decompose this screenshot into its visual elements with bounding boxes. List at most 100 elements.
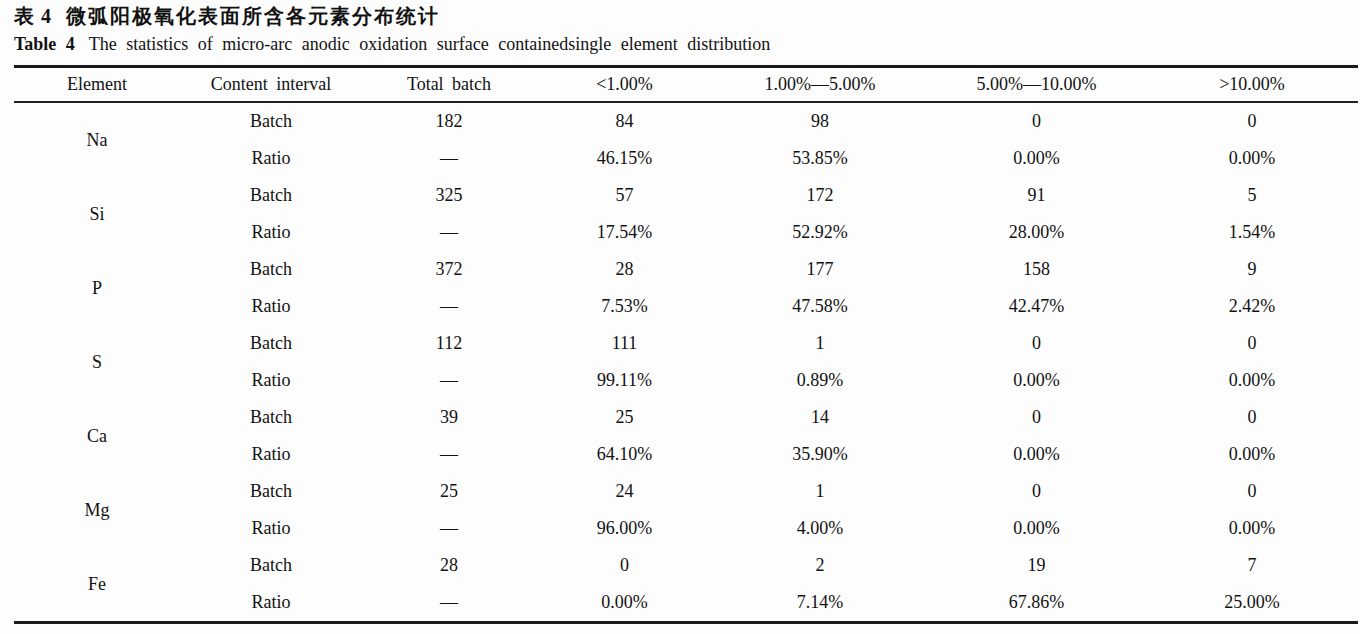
table-caption-zh-label: 表 4 (14, 5, 52, 27)
value-cell: 7.53% (536, 288, 713, 325)
value-cell: — (362, 140, 536, 177)
column-header-gt-10pct: >10.00% (1146, 67, 1358, 103)
value-cell: 2.42% (1146, 288, 1358, 325)
column-header-element: Element (14, 67, 180, 103)
value-cell: 0 (1146, 399, 1358, 436)
value-cell: 46.15% (536, 140, 713, 177)
value-cell: 1.54% (1146, 214, 1358, 251)
row-type-label: Batch (180, 325, 362, 362)
value-cell: 57 (536, 177, 713, 214)
header-row: Element Content interval Total batch <1.… (14, 67, 1358, 103)
value-cell: 98 (713, 102, 927, 140)
value-cell: 177 (713, 251, 927, 288)
value-cell: 2 (713, 547, 927, 584)
value-cell: 158 (927, 251, 1146, 288)
value-cell: 52.92% (713, 214, 927, 251)
table-row: MgBatch2524100 (14, 473, 1358, 510)
table-row: SBatch112111100 (14, 325, 1358, 362)
value-cell: 25.00% (1146, 584, 1358, 623)
value-cell: 0 (927, 325, 1146, 362)
column-header-1-5pct: 1.00%—5.00% (713, 67, 927, 103)
table-row: Ratio—46.15%53.85%0.00%0.00% (14, 140, 1358, 177)
row-type-label: Batch (180, 177, 362, 214)
row-type-label: Ratio (180, 140, 362, 177)
value-cell: 0.00% (1146, 140, 1358, 177)
value-cell: 172 (713, 177, 927, 214)
value-cell: 96.00% (536, 510, 713, 547)
value-cell: 5 (1146, 177, 1358, 214)
table-row: FeBatch2802197 (14, 547, 1358, 584)
value-cell: 0.00% (1146, 436, 1358, 473)
value-cell: 28.00% (927, 214, 1146, 251)
table-row: Ratio—64.10%35.90%0.00%0.00% (14, 436, 1358, 473)
element-cell: Na (14, 102, 180, 177)
value-cell: 0.00% (1146, 510, 1358, 547)
value-cell: 0.00% (536, 584, 713, 623)
value-cell: 0 (1146, 102, 1358, 140)
paper-table-page: 表 4微弧阳极氧化表面所含各元素分布统计 Table 4The statisti… (0, 0, 1360, 624)
row-type-label: Batch (180, 102, 362, 140)
table-row: SiBatch32557172915 (14, 177, 1358, 214)
row-type-label: Ratio (180, 214, 362, 251)
row-type-label: Batch (180, 251, 362, 288)
element-cell: P (14, 251, 180, 325)
value-cell: 0.00% (1146, 362, 1358, 399)
value-cell: 372 (362, 251, 536, 288)
value-cell: 0 (927, 473, 1146, 510)
value-cell: 7 (1146, 547, 1358, 584)
value-cell: 84 (536, 102, 713, 140)
column-header-total-batch: Total batch (362, 67, 536, 103)
table-row: Ratio—0.00%7.14%67.86%25.00% (14, 584, 1358, 623)
value-cell: 0.00% (927, 510, 1146, 547)
value-cell: — (362, 362, 536, 399)
row-type-label: Ratio (180, 362, 362, 399)
table-row: Ratio—17.54%52.92%28.00%1.54% (14, 214, 1358, 251)
row-type-label: Batch (180, 473, 362, 510)
value-cell: 0.00% (927, 436, 1146, 473)
value-cell: — (362, 584, 536, 623)
row-type-label: Ratio (180, 510, 362, 547)
value-cell: 99.11% (536, 362, 713, 399)
value-cell: 53.85% (713, 140, 927, 177)
value-cell: 64.10% (536, 436, 713, 473)
value-cell: 0.89% (713, 362, 927, 399)
element-cell: Mg (14, 473, 180, 547)
table-header: Element Content interval Total batch <1.… (14, 67, 1358, 103)
row-type-label: Ratio (180, 584, 362, 623)
value-cell: 111 (536, 325, 713, 362)
value-cell: 25 (536, 399, 713, 436)
value-cell: 0 (927, 399, 1146, 436)
value-cell: 67.86% (927, 584, 1146, 623)
value-cell: 17.54% (536, 214, 713, 251)
column-header-5-10pct: 5.00%—10.00% (927, 67, 1146, 103)
row-type-label: Batch (180, 399, 362, 436)
row-type-label: Ratio (180, 436, 362, 473)
value-cell: 0 (927, 102, 1146, 140)
value-cell: 91 (927, 177, 1146, 214)
value-cell: 0 (1146, 325, 1358, 362)
table-row: PBatch372281771589 (14, 251, 1358, 288)
value-cell: 112 (362, 325, 536, 362)
value-cell: 35.90% (713, 436, 927, 473)
value-cell: — (362, 510, 536, 547)
value-cell: 325 (362, 177, 536, 214)
row-type-label: Ratio (180, 288, 362, 325)
value-cell: 14 (713, 399, 927, 436)
value-cell: — (362, 214, 536, 251)
element-cell: Fe (14, 547, 180, 623)
element-cell: Si (14, 177, 180, 251)
column-header-lt-1pct: <1.00% (536, 67, 713, 103)
table-row: CaBatch39251400 (14, 399, 1358, 436)
value-cell: 19 (927, 547, 1146, 584)
table-body: NaBatch182849800Ratio—46.15%53.85%0.00%0… (14, 102, 1358, 623)
value-cell: 0.00% (927, 140, 1146, 177)
value-cell: 0 (1146, 473, 1358, 510)
table-row: NaBatch182849800 (14, 102, 1358, 140)
value-cell: 28 (536, 251, 713, 288)
value-cell: 24 (536, 473, 713, 510)
value-cell: 4.00% (713, 510, 927, 547)
value-cell: 1 (713, 473, 927, 510)
value-cell: 1 (713, 325, 927, 362)
table-caption-zh-text: 微弧阳极氧化表面所含各元素分布统计 (66, 5, 440, 27)
value-cell: — (362, 288, 536, 325)
